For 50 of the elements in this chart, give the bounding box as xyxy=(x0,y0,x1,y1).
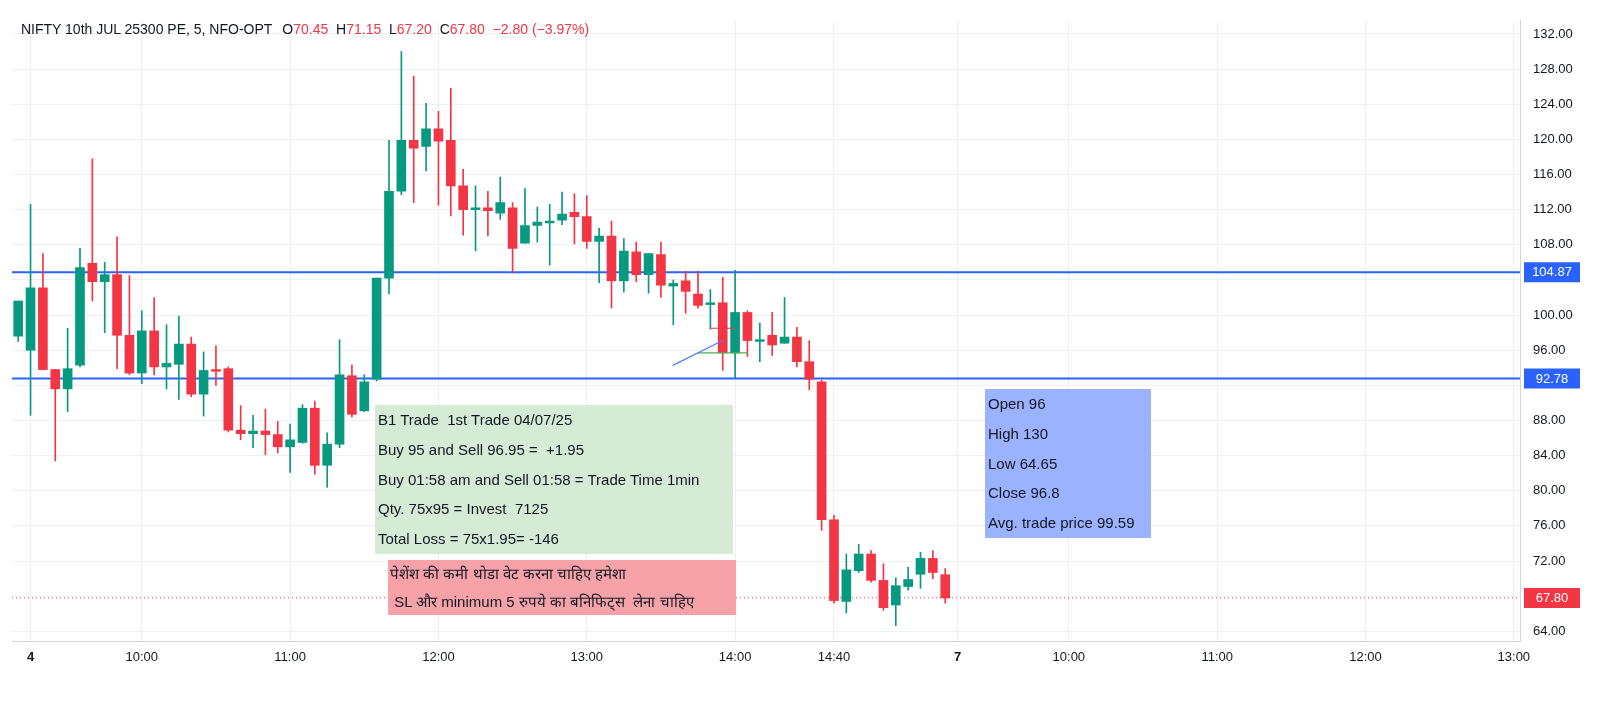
y-tick-label: 100.00 xyxy=(1533,306,1573,322)
candlestick xyxy=(235,405,246,441)
chart-title: NIFTY 10th JUL 25300 PE, 5, NFO-OPT xyxy=(21,21,273,37)
candlestick xyxy=(668,279,679,326)
x-tick-label: 10:00 xyxy=(125,649,159,665)
y-tick-label: 132.00 xyxy=(1533,25,1573,41)
x-tick-label: 12:00 xyxy=(422,649,455,665)
y-tick-label: 64.00 xyxy=(1533,622,1566,638)
y-tick-label: 80.00 xyxy=(1533,482,1566,498)
y-tick-label: 112.00 xyxy=(1533,201,1572,217)
x-tick-label: 13:00 xyxy=(1497,649,1531,665)
x-tick-label: 7 xyxy=(953,649,962,665)
candlestick xyxy=(50,369,61,462)
candlestick xyxy=(99,262,110,333)
candlestick xyxy=(248,414,258,449)
annotation: Open 96 High 130 Low 64.65 Close 96.8 Avg. trade price 99.59 xyxy=(985,389,1151,538)
candlestick xyxy=(557,191,567,225)
candlestick xyxy=(754,322,765,362)
y-tick-label: 116.00 xyxy=(1533,166,1572,182)
y-tick-label: 72.00 xyxy=(1533,552,1566,568)
y-tick-label: 84.00 xyxy=(1533,447,1566,463)
y-tick-label: 124.00 xyxy=(1533,95,1573,111)
ref-line-label: 104.87 xyxy=(1532,264,1572,280)
candlestick xyxy=(174,315,184,400)
annotation: पेशेंश की कमी थोडा वेट करना चाहिए हमेशा SL और minimum 5 रुपये का बनिफिट्स लेना चाहिए xyxy=(388,560,736,615)
x-tick-label: 11:00 xyxy=(1201,649,1233,665)
x-tick-label: 11:00 xyxy=(274,649,306,665)
y-tick-label: 76.00 xyxy=(1533,517,1566,533)
candlestick xyxy=(483,190,493,237)
ref-line-label: 92.78 xyxy=(1535,370,1569,386)
y-tick-label: 108.00 xyxy=(1533,236,1573,252)
x-tick-label: 12:00 xyxy=(1349,649,1382,665)
y-tick-label: 128.00 xyxy=(1533,60,1573,76)
x-tick-label: 14:40 xyxy=(817,649,851,665)
x-tick-label: 14:00 xyxy=(718,649,752,665)
x-tick-label: 10:00 xyxy=(1052,649,1086,665)
candlestick xyxy=(285,423,295,473)
ref-line-label: 67.80 xyxy=(1535,590,1569,606)
candlestick xyxy=(594,227,604,283)
candlestick xyxy=(211,345,221,386)
x-tick-label: 13:00 xyxy=(570,649,604,665)
y-tick-label: 96.00 xyxy=(1533,341,1566,357)
candlestick xyxy=(532,206,543,243)
text: O70.45 H71.15 L67.20 C67.80 −2.80 (−3.97%) xyxy=(282,21,590,37)
x-tick-label: 4 xyxy=(26,649,35,665)
y-tick-label: 88.00 xyxy=(1533,412,1566,428)
y-tick-label: 120.00 xyxy=(1533,130,1573,146)
candlestick xyxy=(767,312,778,356)
candlestick xyxy=(408,75,419,203)
annotation: B1 Trade 1st Trade 04/07/25 Buy 95 and Sell 96.95 = +1.95 Buy 01:58 am and Sell 01:58 = Trade Time 1min Qty. 75x95 = Invest 7125 Total Loss = 75x1.95= -146 xyxy=(375,405,733,554)
